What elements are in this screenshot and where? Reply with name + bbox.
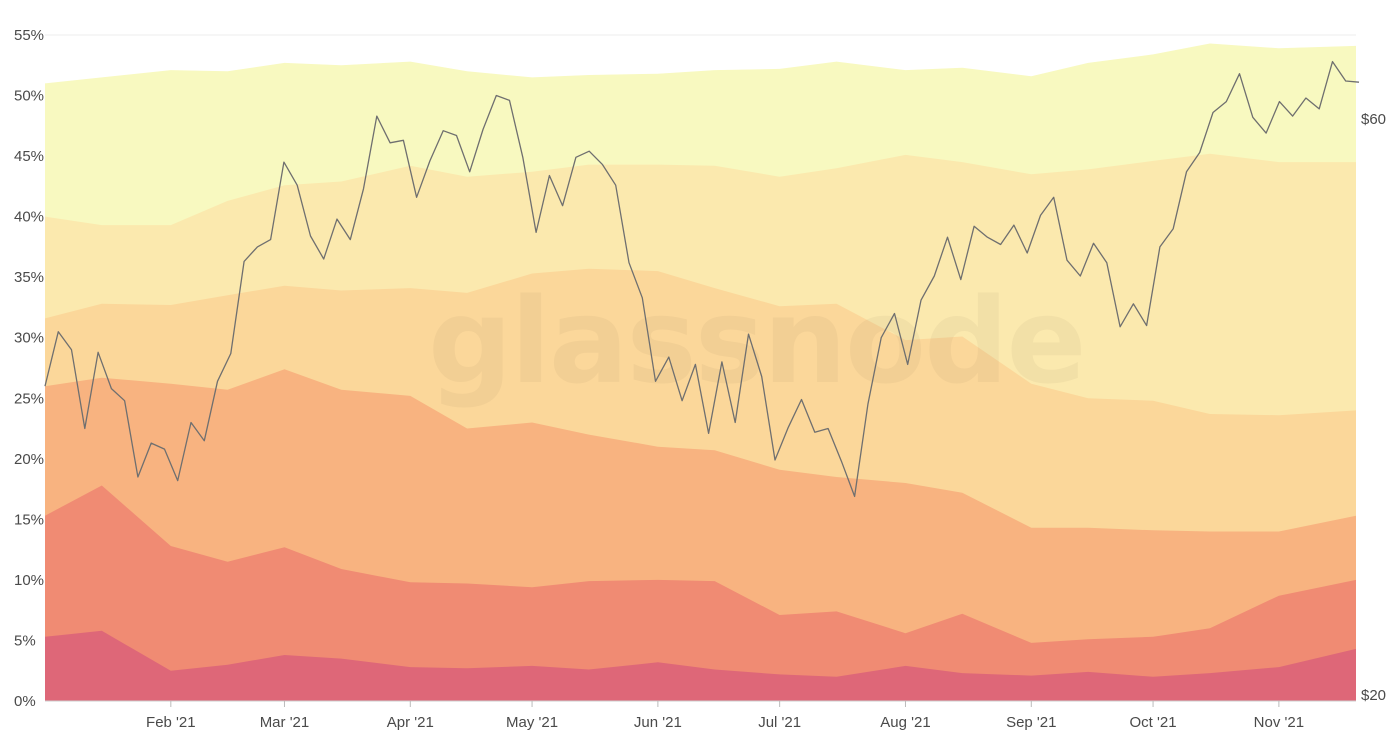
area-series-group — [45, 43, 1356, 701]
x-axis-ticks: Feb '21 Mar '21 Apr '21 May '21 Jun '21 Jul '… — [146, 701, 1304, 731]
price-line — [44, 60, 1360, 498]
price-line-group — [44, 60, 1360, 498]
area-band-2 — [45, 485, 1356, 701]
y-tick-label: 45% — [14, 148, 44, 165]
y-tick-label: 0% — [14, 693, 36, 710]
y-axis-ticks: 0% 5% 10% 15% 20% 25% 30% 35% 40% 45% 50% 55% — [14, 27, 44, 710]
area-band-1 — [45, 630, 1356, 701]
y-tick-label: 55% — [14, 27, 44, 44]
x-tick-label: May '21 — [506, 714, 558, 731]
y-tick-label: 15% — [14, 511, 44, 528]
y-tick-label: 35% — [14, 269, 44, 286]
y-tick-label: 5% — [14, 632, 36, 649]
y-tick-label: 30% — [14, 330, 44, 347]
x-tick-label: Jun '21 — [634, 714, 682, 731]
x-tick-label: Oct '21 — [1130, 714, 1177, 731]
y-tick-label: 50% — [14, 88, 44, 105]
right-axis-labels: $60 $20 — [1361, 111, 1386, 704]
y-tick-label: 25% — [14, 390, 44, 407]
x-tick-label: Aug '21 — [880, 714, 930, 731]
y-tick-label: 10% — [14, 572, 44, 589]
x-tick-label: Mar '21 — [260, 714, 310, 731]
watermark-logo: glassnode — [428, 272, 1085, 410]
y-tick-label: 20% — [14, 451, 44, 468]
x-tick-label: Feb '21 — [146, 714, 196, 731]
right-axis-label: $60 — [1361, 111, 1386, 128]
x-tick-label: Sep '21 — [1006, 714, 1056, 731]
y-tick-label: 40% — [14, 209, 44, 226]
x-tick-label: Nov '21 — [1254, 714, 1304, 731]
x-tick-label: Jul '21 — [758, 714, 801, 731]
x-tick-label: Apr '21 — [387, 714, 434, 731]
right-axis-label: $20 — [1361, 687, 1386, 704]
